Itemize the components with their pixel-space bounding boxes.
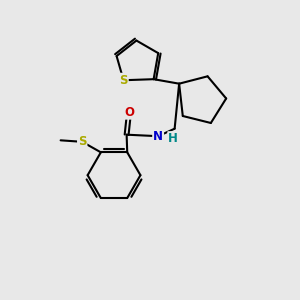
Text: N: N	[153, 130, 163, 143]
Text: O: O	[124, 106, 134, 119]
Text: S: S	[78, 135, 86, 148]
Text: S: S	[119, 74, 128, 87]
Text: H: H	[168, 132, 178, 145]
